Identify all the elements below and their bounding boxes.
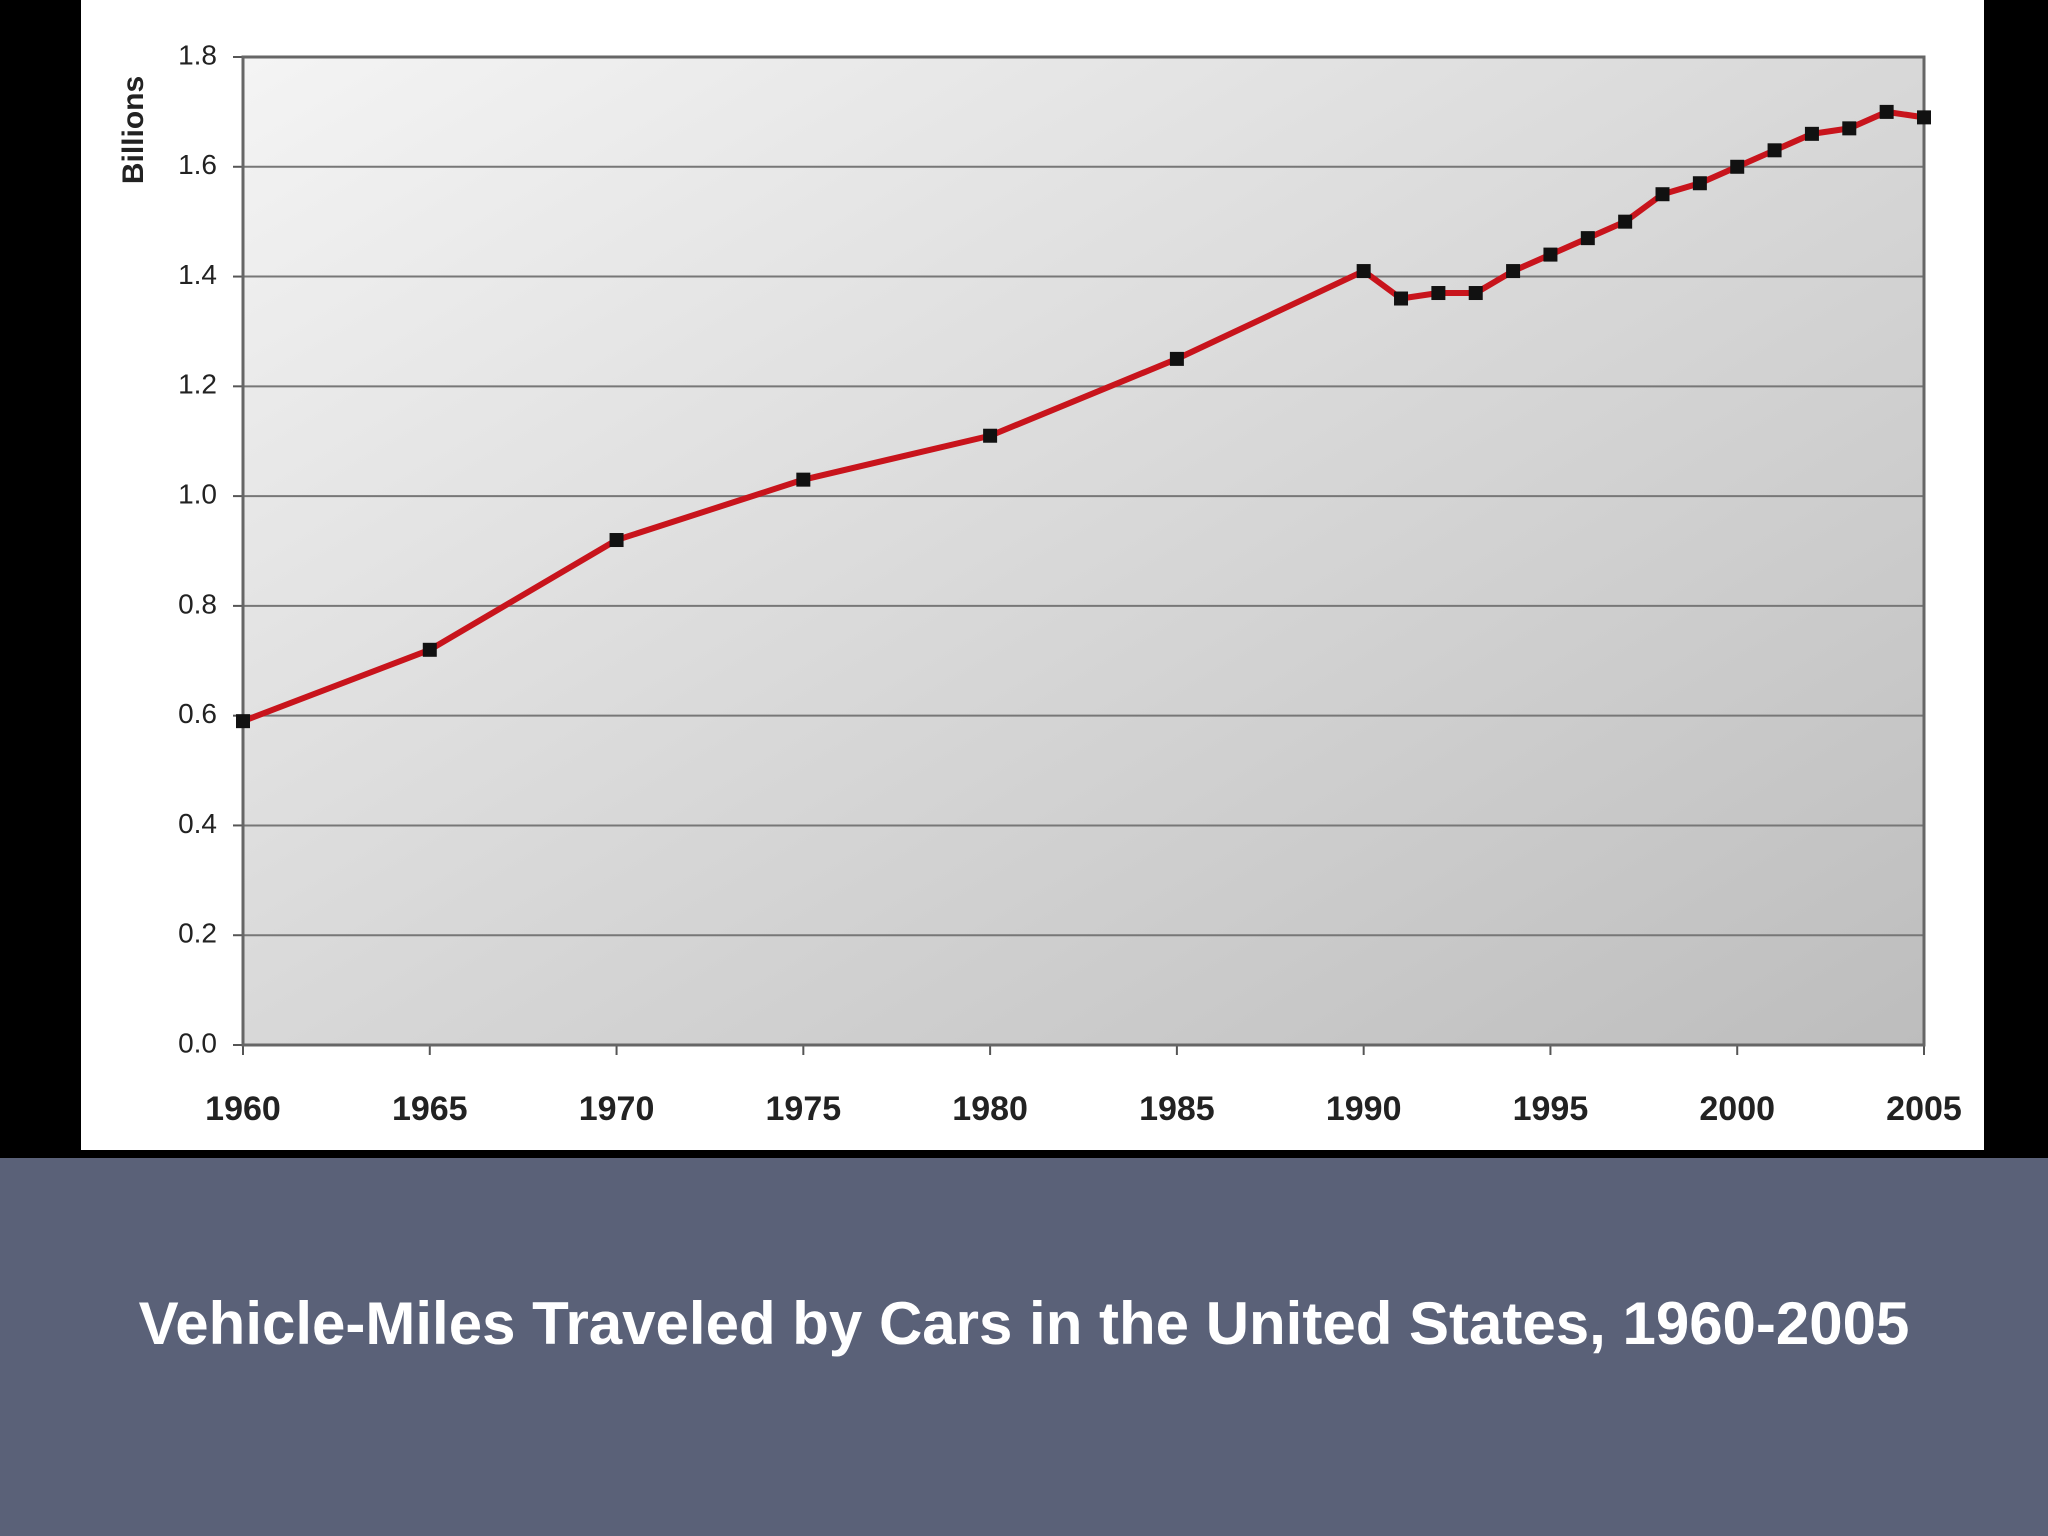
- data-line: [241, 108, 1925, 724]
- plot-frame: [241, 55, 1926, 1047]
- data-point: [609, 533, 624, 548]
- data-point: [236, 714, 250, 729]
- y-tick-label: 1.6: [178, 149, 217, 180]
- y-tick-label: 0.2: [178, 918, 217, 949]
- data-point: [1169, 351, 1184, 366]
- y-tick-label: 1.8: [178, 39, 217, 70]
- x-tick-label: 1985: [1139, 1090, 1215, 1128]
- x-tick-label: 1980: [952, 1090, 1028, 1128]
- y-tick-label: 1.0: [178, 479, 217, 510]
- x-tick-label: 2000: [1699, 1090, 1775, 1128]
- x-tick-label: 1990: [1326, 1090, 1402, 1128]
- data-point: [1842, 121, 1857, 136]
- y-tick-label: 0.6: [178, 698, 217, 729]
- plot-background: [243, 57, 1924, 1045]
- data-point: [1543, 247, 1558, 262]
- caption-band: [0, 1158, 2048, 1536]
- data-point: [796, 472, 811, 487]
- data-point: [1917, 110, 1931, 125]
- data-point: [1692, 176, 1707, 191]
- data-point: [1468, 286, 1483, 301]
- data-point: [1431, 286, 1446, 301]
- data-point: [1804, 126, 1819, 141]
- data-point: [1730, 159, 1745, 174]
- x-tick-label: 1995: [1513, 1090, 1589, 1128]
- y-tick-label: 0.8: [178, 588, 217, 619]
- data-point: [1356, 264, 1371, 279]
- data-point: [1879, 104, 1894, 119]
- data-point: [1767, 143, 1782, 158]
- y-tick-label: 1.2: [178, 369, 217, 400]
- y-tick-label: 0.0: [178, 1027, 217, 1058]
- data-point: [422, 642, 437, 657]
- data-point: [1655, 187, 1670, 202]
- y-axis-label: Billions: [117, 76, 150, 184]
- x-tick-label: 1965: [392, 1090, 468, 1128]
- y-tick-label: 1.4: [178, 259, 217, 290]
- data-point: [1394, 291, 1409, 306]
- chart-title: Vehicle-Miles Traveled by Cars in the Un…: [139, 1290, 1910, 1357]
- data-point: [1506, 264, 1521, 279]
- x-tick-label: 1975: [766, 1090, 842, 1128]
- x-tick-label: 1960: [205, 1090, 281, 1128]
- data-point: [1618, 214, 1633, 229]
- data-point: [1580, 231, 1595, 246]
- x-tick-label: 2005: [1886, 1090, 1962, 1128]
- data-point: [983, 428, 998, 443]
- x-tick-label: 1970: [579, 1090, 655, 1128]
- y-tick-label: 0.4: [178, 808, 217, 839]
